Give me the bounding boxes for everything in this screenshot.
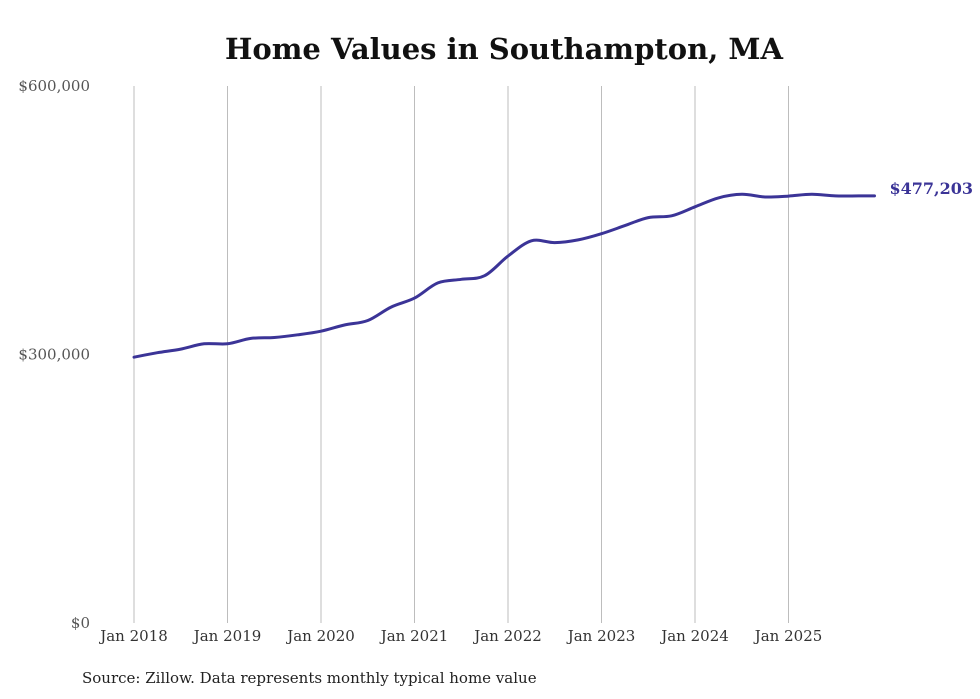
end-value-label: $477,203 [890, 179, 974, 198]
x-tick-label: Jan 2020 [285, 627, 355, 645]
x-tick-label: Jan 2018 [98, 627, 168, 645]
y-tick-label: $600,000 [18, 77, 90, 95]
series-layer: $477,203 [132, 179, 974, 359]
y-tick-label: $0 [71, 614, 90, 632]
x-tick-label: Jan 2022 [472, 627, 542, 645]
gridlines [133, 86, 789, 623]
series-line [132, 192, 876, 359]
chart-title: Home Values in Southampton, MA [225, 32, 783, 66]
x-tick-label: Jan 2024 [659, 627, 729, 645]
x-tick-label: Jan 2021 [379, 627, 449, 645]
y-axis-ticks: $0 $300,000 $600,000 [18, 77, 90, 632]
source-note: Source: Zillow. Data represents monthly … [82, 669, 537, 687]
x-tick-label: Jan 2023 [566, 627, 636, 645]
x-tick-label: Jan 2019 [192, 627, 262, 645]
x-axis-ticks: Jan 2018 Jan 2019 Jan 2020 Jan 2021 Jan 2022… [98, 627, 822, 645]
y-tick-label: $300,000 [18, 346, 90, 364]
x-tick-label: Jan 2025 [753, 627, 823, 645]
